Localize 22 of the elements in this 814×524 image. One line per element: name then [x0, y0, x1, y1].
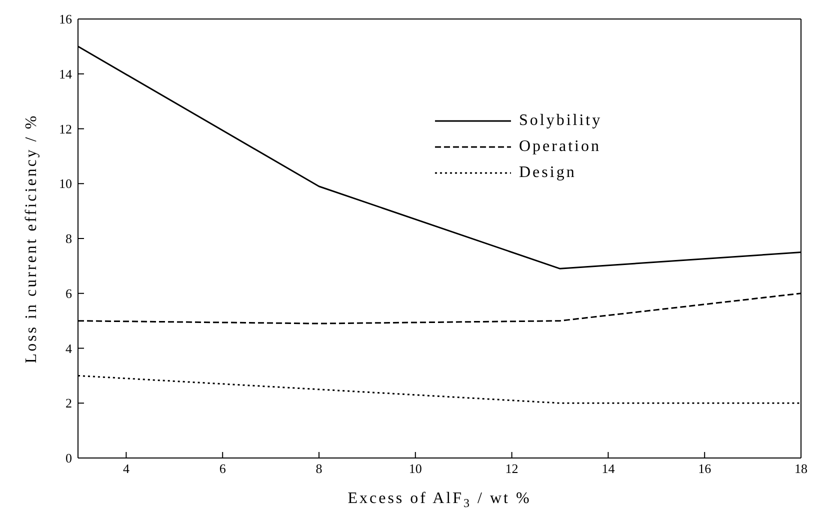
legend-label: Solybility: [519, 111, 602, 131]
x-tick-label: 4: [122, 461, 130, 476]
y-tick-label: 2: [66, 396, 72, 411]
x-tick-label: 10: [408, 461, 422, 476]
y-axis-title: Loss in current efficiency / %: [23, 114, 40, 364]
legend-label: Operation: [519, 137, 601, 157]
y-tick-label: 0: [66, 450, 72, 466]
x-axis-title: Excess of AlF$_{3}$ / wt %: [348, 490, 532, 510]
y-tick-label: 4: [66, 340, 72, 356]
y-tick-label: 14: [59, 66, 72, 82]
y-tick-label: 16: [59, 12, 72, 27]
x-tick-label: 16: [698, 461, 712, 476]
y-tick-label: 10: [59, 176, 72, 192]
x-tick-label: 14: [602, 461, 616, 476]
y-tick-label: 12: [59, 121, 72, 136]
x-tick-label: 8: [316, 461, 322, 476]
x-tick-label: 12: [505, 461, 518, 476]
legend-label: Design: [519, 163, 576, 183]
x-tick-label: 18: [794, 461, 808, 476]
y-tick-label: 6: [66, 286, 72, 301]
y-tick-label: 8: [66, 231, 72, 246]
x-tick-label: 6: [219, 461, 226, 476]
